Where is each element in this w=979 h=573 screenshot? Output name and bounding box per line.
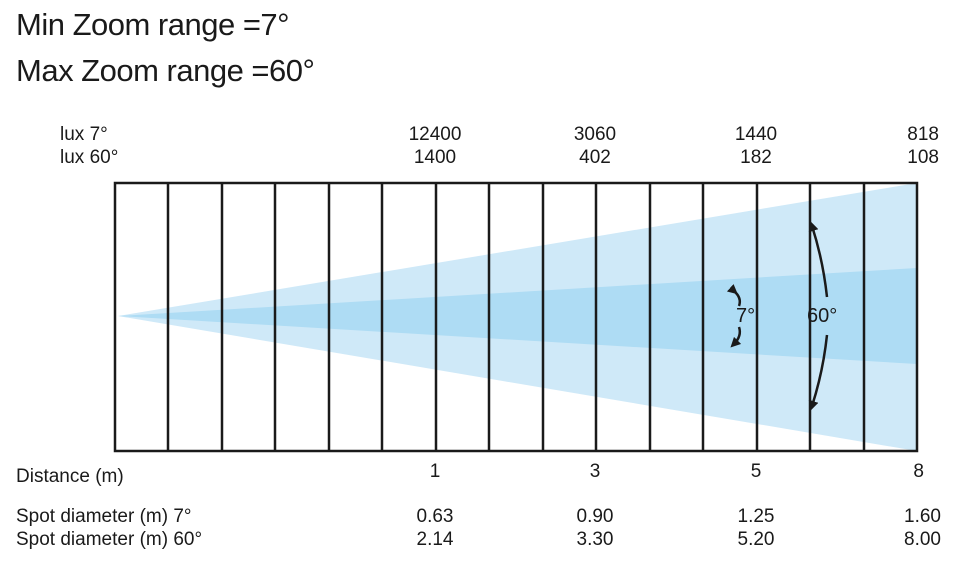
lux-7-label: lux 7° <box>60 124 108 145</box>
spot-60-label: Spot diameter (m) 60° <box>16 529 203 550</box>
arrow-up-icon <box>808 221 829 298</box>
spot-7-value: 0.63 <box>416 506 454 527</box>
lux-60-value: 182 <box>740 147 772 168</box>
spot-60-value: 5.20 <box>737 529 775 550</box>
spot-60-value: 3.30 <box>576 529 614 550</box>
min-zoom-title: Min Zoom range =7° <box>16 7 290 42</box>
lux-60-value: 402 <box>579 147 611 168</box>
distance-value: 8 <box>913 461 924 482</box>
lux-7-value: 3060 <box>573 124 617 145</box>
distance-value: 5 <box>750 461 762 482</box>
angle-60-label: 60° <box>807 305 837 327</box>
spot-7-value: 1.25 <box>737 506 775 527</box>
spot-7-value: 0.90 <box>576 506 614 527</box>
distance-value: 3 <box>589 461 601 482</box>
arrow-down-icon <box>730 326 742 348</box>
distance-label: Distance (m) <box>16 466 124 487</box>
lux-60-label: lux 60° <box>60 147 119 168</box>
angle-7-label: 7° <box>736 305 755 327</box>
angle-7-indicator <box>726 283 742 348</box>
lux-7-value: 1440 <box>734 124 778 145</box>
lux-7-value: 12400 <box>408 124 462 145</box>
angle-60-indicator <box>808 221 829 411</box>
arrow-down-icon <box>808 334 829 411</box>
arrow-up-icon <box>726 283 742 307</box>
lux-60-value: 1400 <box>413 147 457 168</box>
spot-7-label: Spot diameter (m) 7° <box>16 506 192 527</box>
spot-60-value: 8.00 <box>904 529 941 550</box>
max-zoom-title: Max Zoom range =60° <box>16 53 315 88</box>
spot-7-value: 1.60 <box>904 506 941 527</box>
grid-frame <box>113 181 919 453</box>
distance-value: 1 <box>429 461 441 482</box>
beam-7-area <box>118 268 917 364</box>
lux-7-value: 818 <box>907 124 939 145</box>
spot-60-value: 2.14 <box>416 529 454 550</box>
lux-60-value: 108 <box>907 147 939 168</box>
